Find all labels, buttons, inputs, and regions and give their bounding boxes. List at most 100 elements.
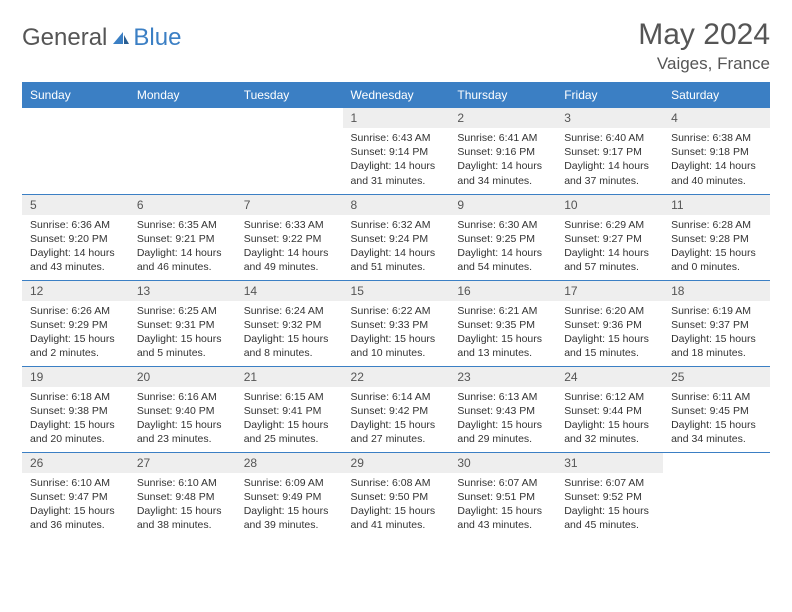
calendar-cell: 5Sunrise: 6:36 AMSunset: 9:20 PMDaylight… bbox=[22, 194, 129, 280]
calendar-cell: 27Sunrise: 6:10 AMSunset: 9:48 PMDayligh… bbox=[129, 452, 236, 538]
calendar-cell: 26Sunrise: 6:10 AMSunset: 9:47 PMDayligh… bbox=[22, 452, 129, 538]
brand-part1: General bbox=[22, 24, 107, 52]
day-number: 22 bbox=[343, 367, 450, 387]
day-number: 18 bbox=[663, 281, 770, 301]
calendar-cell: 25Sunrise: 6:11 AMSunset: 9:45 PMDayligh… bbox=[663, 366, 770, 452]
day-content: Sunrise: 6:11 AMSunset: 9:45 PMDaylight:… bbox=[663, 387, 770, 452]
calendar-cell: 15Sunrise: 6:22 AMSunset: 9:33 PMDayligh… bbox=[343, 280, 450, 366]
calendar-cell: 10Sunrise: 6:29 AMSunset: 9:27 PMDayligh… bbox=[556, 194, 663, 280]
day-content: Sunrise: 6:19 AMSunset: 9:37 PMDaylight:… bbox=[663, 301, 770, 366]
day-number: 26 bbox=[22, 453, 129, 473]
brand-part2: Blue bbox=[133, 24, 181, 52]
calendar-cell: 8Sunrise: 6:32 AMSunset: 9:24 PMDaylight… bbox=[343, 194, 450, 280]
calendar-body: 1Sunrise: 6:43 AMSunset: 9:14 PMDaylight… bbox=[22, 108, 770, 538]
calendar-cell: 30Sunrise: 6:07 AMSunset: 9:51 PMDayligh… bbox=[449, 452, 556, 538]
calendar-table: SundayMondayTuesdayWednesdayThursdayFrid… bbox=[22, 82, 770, 538]
day-content: Sunrise: 6:22 AMSunset: 9:33 PMDaylight:… bbox=[343, 301, 450, 366]
brand-logo: General Blue bbox=[22, 18, 181, 52]
calendar-row: 1Sunrise: 6:43 AMSunset: 9:14 PMDaylight… bbox=[22, 108, 770, 194]
day-number: 6 bbox=[129, 195, 236, 215]
calendar-cell: 21Sunrise: 6:15 AMSunset: 9:41 PMDayligh… bbox=[236, 366, 343, 452]
calendar-cell: 18Sunrise: 6:19 AMSunset: 9:37 PMDayligh… bbox=[663, 280, 770, 366]
calendar-cell: 3Sunrise: 6:40 AMSunset: 9:17 PMDaylight… bbox=[556, 108, 663, 194]
day-content: Sunrise: 6:25 AMSunset: 9:31 PMDaylight:… bbox=[129, 301, 236, 366]
day-number: 7 bbox=[236, 195, 343, 215]
calendar-row: 19Sunrise: 6:18 AMSunset: 9:38 PMDayligh… bbox=[22, 366, 770, 452]
day-number: 13 bbox=[129, 281, 236, 301]
day-content: Sunrise: 6:09 AMSunset: 9:49 PMDaylight:… bbox=[236, 473, 343, 538]
calendar-cell: 19Sunrise: 6:18 AMSunset: 9:38 PMDayligh… bbox=[22, 366, 129, 452]
sail-icon bbox=[111, 30, 131, 46]
calendar-cell: 7Sunrise: 6:33 AMSunset: 9:22 PMDaylight… bbox=[236, 194, 343, 280]
day-content: Sunrise: 6:43 AMSunset: 9:14 PMDaylight:… bbox=[343, 128, 450, 193]
day-content: Sunrise: 6:16 AMSunset: 9:40 PMDaylight:… bbox=[129, 387, 236, 452]
day-content: Sunrise: 6:30 AMSunset: 9:25 PMDaylight:… bbox=[449, 215, 556, 280]
calendar-header-cell: Sunday bbox=[22, 82, 129, 108]
day-content: Sunrise: 6:28 AMSunset: 9:28 PMDaylight:… bbox=[663, 215, 770, 280]
day-number: 27 bbox=[129, 453, 236, 473]
day-number: 17 bbox=[556, 281, 663, 301]
day-number: 2 bbox=[449, 108, 556, 128]
calendar-cell: 16Sunrise: 6:21 AMSunset: 9:35 PMDayligh… bbox=[449, 280, 556, 366]
day-content: Sunrise: 6:32 AMSunset: 9:24 PMDaylight:… bbox=[343, 215, 450, 280]
day-content: Sunrise: 6:38 AMSunset: 9:18 PMDaylight:… bbox=[663, 128, 770, 193]
calendar-cell: 12Sunrise: 6:26 AMSunset: 9:29 PMDayligh… bbox=[22, 280, 129, 366]
calendar-cell: 31Sunrise: 6:07 AMSunset: 9:52 PMDayligh… bbox=[556, 452, 663, 538]
calendar-row: 12Sunrise: 6:26 AMSunset: 9:29 PMDayligh… bbox=[22, 280, 770, 366]
day-content: Sunrise: 6:07 AMSunset: 9:52 PMDaylight:… bbox=[556, 473, 663, 538]
day-number: 24 bbox=[556, 367, 663, 387]
day-number: 1 bbox=[343, 108, 450, 128]
day-number: 10 bbox=[556, 195, 663, 215]
day-number: 31 bbox=[556, 453, 663, 473]
day-number: 4 bbox=[663, 108, 770, 128]
calendar-header-cell: Monday bbox=[129, 82, 236, 108]
day-content: Sunrise: 6:08 AMSunset: 9:50 PMDaylight:… bbox=[343, 473, 450, 538]
day-number: 11 bbox=[663, 195, 770, 215]
day-content: Sunrise: 6:07 AMSunset: 9:51 PMDaylight:… bbox=[449, 473, 556, 538]
calendar-header-cell: Friday bbox=[556, 82, 663, 108]
day-number: 20 bbox=[129, 367, 236, 387]
day-content: Sunrise: 6:24 AMSunset: 9:32 PMDaylight:… bbox=[236, 301, 343, 366]
day-content: Sunrise: 6:41 AMSunset: 9:16 PMDaylight:… bbox=[449, 128, 556, 193]
page-header: General Blue May 2024 Vaiges, France bbox=[22, 18, 770, 74]
calendar-cell: 9Sunrise: 6:30 AMSunset: 9:25 PMDaylight… bbox=[449, 194, 556, 280]
day-number: 29 bbox=[343, 453, 450, 473]
day-content: Sunrise: 6:36 AMSunset: 9:20 PMDaylight:… bbox=[22, 215, 129, 280]
calendar-cell: 11Sunrise: 6:28 AMSunset: 9:28 PMDayligh… bbox=[663, 194, 770, 280]
calendar-cell: 28Sunrise: 6:09 AMSunset: 9:49 PMDayligh… bbox=[236, 452, 343, 538]
day-number: 30 bbox=[449, 453, 556, 473]
day-number: 14 bbox=[236, 281, 343, 301]
calendar-cell: 22Sunrise: 6:14 AMSunset: 9:42 PMDayligh… bbox=[343, 366, 450, 452]
calendar-row: 5Sunrise: 6:36 AMSunset: 9:20 PMDaylight… bbox=[22, 194, 770, 280]
day-content: Sunrise: 6:14 AMSunset: 9:42 PMDaylight:… bbox=[343, 387, 450, 452]
calendar-cell: 1Sunrise: 6:43 AMSunset: 9:14 PMDaylight… bbox=[343, 108, 450, 194]
day-content: Sunrise: 6:15 AMSunset: 9:41 PMDaylight:… bbox=[236, 387, 343, 452]
calendar-cell: 24Sunrise: 6:12 AMSunset: 9:44 PMDayligh… bbox=[556, 366, 663, 452]
calendar-cell: 2Sunrise: 6:41 AMSunset: 9:16 PMDaylight… bbox=[449, 108, 556, 194]
calendar-row: 26Sunrise: 6:10 AMSunset: 9:47 PMDayligh… bbox=[22, 452, 770, 538]
day-number: 28 bbox=[236, 453, 343, 473]
day-content: Sunrise: 6:35 AMSunset: 9:21 PMDaylight:… bbox=[129, 215, 236, 280]
calendar-cell: 23Sunrise: 6:13 AMSunset: 9:43 PMDayligh… bbox=[449, 366, 556, 452]
calendar-cell: 13Sunrise: 6:25 AMSunset: 9:31 PMDayligh… bbox=[129, 280, 236, 366]
day-number: 15 bbox=[343, 281, 450, 301]
calendar-cell bbox=[129, 108, 236, 194]
calendar-header-row: SundayMondayTuesdayWednesdayThursdayFrid… bbox=[22, 82, 770, 108]
day-number: 12 bbox=[22, 281, 129, 301]
day-number: 8 bbox=[343, 195, 450, 215]
calendar-cell: 14Sunrise: 6:24 AMSunset: 9:32 PMDayligh… bbox=[236, 280, 343, 366]
day-number: 9 bbox=[449, 195, 556, 215]
calendar-cell bbox=[22, 108, 129, 194]
day-number: 16 bbox=[449, 281, 556, 301]
day-number: 19 bbox=[22, 367, 129, 387]
calendar-header-cell: Saturday bbox=[663, 82, 770, 108]
day-content: Sunrise: 6:10 AMSunset: 9:48 PMDaylight:… bbox=[129, 473, 236, 538]
calendar-header-cell: Thursday bbox=[449, 82, 556, 108]
calendar-cell: 6Sunrise: 6:35 AMSunset: 9:21 PMDaylight… bbox=[129, 194, 236, 280]
day-number: 25 bbox=[663, 367, 770, 387]
day-content: Sunrise: 6:26 AMSunset: 9:29 PMDaylight:… bbox=[22, 301, 129, 366]
day-number: 21 bbox=[236, 367, 343, 387]
day-content: Sunrise: 6:10 AMSunset: 9:47 PMDaylight:… bbox=[22, 473, 129, 538]
calendar-header-cell: Tuesday bbox=[236, 82, 343, 108]
day-content: Sunrise: 6:18 AMSunset: 9:38 PMDaylight:… bbox=[22, 387, 129, 452]
